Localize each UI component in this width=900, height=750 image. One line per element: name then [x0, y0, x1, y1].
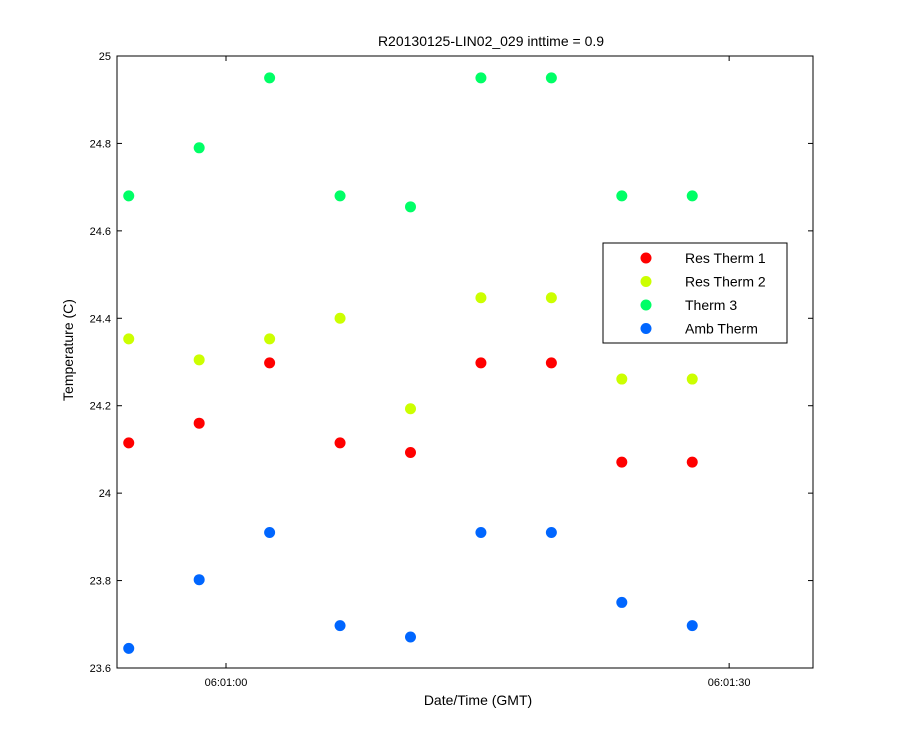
legend-marker-res-therm-2: [640, 276, 652, 287]
y-tick-label: 23.8: [90, 576, 111, 588]
x-axis-ticks: 06:01:00 06:01:30: [205, 56, 751, 689]
data-point-res-therm-2: [123, 333, 135, 345]
y-axis-ticks: 23.6 23.8 24 24.2 24.4 24.6 24.8 25: [90, 51, 813, 675]
data-point-res-therm-1: [545, 357, 557, 369]
data-point-res-therm-1: [475, 357, 487, 369]
y-tick-label: 24.4: [90, 313, 111, 325]
legend-label-res-therm-1: Res Therm 1: [685, 250, 766, 266]
data-point-res-therm-2: [193, 354, 205, 366]
y-tick-label: 24.6: [90, 226, 111, 238]
data-point-res-therm-1: [334, 437, 346, 449]
series-therm-3: [123, 72, 698, 213]
y-tick-label: 24.2: [90, 401, 111, 413]
data-point-res-therm-1: [686, 456, 698, 468]
x-tick-label: 06:01:30: [708, 677, 751, 689]
data-point-amb-therm: [123, 642, 135, 654]
data-point-amb-therm: [616, 596, 628, 608]
data-point-res-therm-2: [686, 373, 698, 385]
data-point-therm-3: [545, 72, 557, 84]
y-tick-label: 23.6: [90, 663, 111, 675]
plot-area: [116, 55, 814, 669]
data-points: [123, 72, 698, 654]
data-point-therm-3: [123, 190, 135, 202]
data-point-therm-3: [616, 190, 628, 202]
data-point-res-therm-1: [404, 446, 416, 458]
data-point-amb-therm: [334, 620, 346, 632]
legend-marker-amb-therm: [640, 323, 652, 334]
legend-box: [602, 242, 788, 344]
data-point-amb-therm: [264, 526, 276, 538]
data-point-amb-therm: [545, 526, 557, 538]
series-res-therm-1: [123, 357, 698, 468]
y-tick-label: 24: [99, 488, 111, 500]
data-point-res-therm-2: [475, 292, 487, 304]
series-res-therm-2: [123, 292, 698, 415]
data-point-therm-3: [475, 72, 487, 84]
data-point-res-therm-1: [616, 456, 628, 468]
data-point-therm-3: [264, 72, 276, 84]
legend-label-therm-3: Therm 3: [685, 297, 737, 313]
data-point-res-therm-2: [616, 373, 628, 385]
series-amb-therm: [123, 526, 698, 654]
data-point-res-therm-1: [123, 437, 135, 449]
legend-marker-res-therm-1: [640, 252, 652, 264]
data-point-amb-therm: [404, 631, 416, 643]
data-point-therm-3: [404, 201, 416, 213]
y-tick-label: 25: [99, 51, 111, 63]
data-point-amb-therm: [193, 574, 205, 586]
legend-label-res-therm-2: Res Therm 2: [685, 274, 766, 290]
data-point-therm-3: [686, 190, 698, 202]
data-point-amb-therm: [475, 526, 487, 538]
legend-marker-therm-3: [640, 299, 652, 311]
legend: Res Therm 1 Res Therm 2 Therm 3 Amb Therm: [602, 242, 788, 344]
data-point-res-therm-1: [193, 417, 205, 429]
data-point-res-therm-1: [264, 357, 276, 369]
x-tick-label: 06:01:00: [205, 677, 248, 689]
data-point-amb-therm: [686, 620, 698, 632]
data-point-res-therm-2: [264, 333, 276, 345]
x-axis-label: Date/Time (GMT): [424, 692, 532, 708]
chart-title: R20130125-LIN02_029 inttime = 0.9: [378, 33, 604, 49]
y-tick-label: 24.8: [90, 138, 111, 150]
data-point-res-therm-2: [404, 403, 416, 415]
y-axis-label: Temperature (C): [60, 299, 76, 401]
legend-label-amb-therm: Amb Therm: [685, 321, 758, 337]
data-point-therm-3: [334, 190, 346, 202]
data-point-therm-3: [193, 142, 205, 154]
data-point-res-therm-2: [545, 292, 557, 304]
data-point-res-therm-2: [334, 312, 346, 324]
